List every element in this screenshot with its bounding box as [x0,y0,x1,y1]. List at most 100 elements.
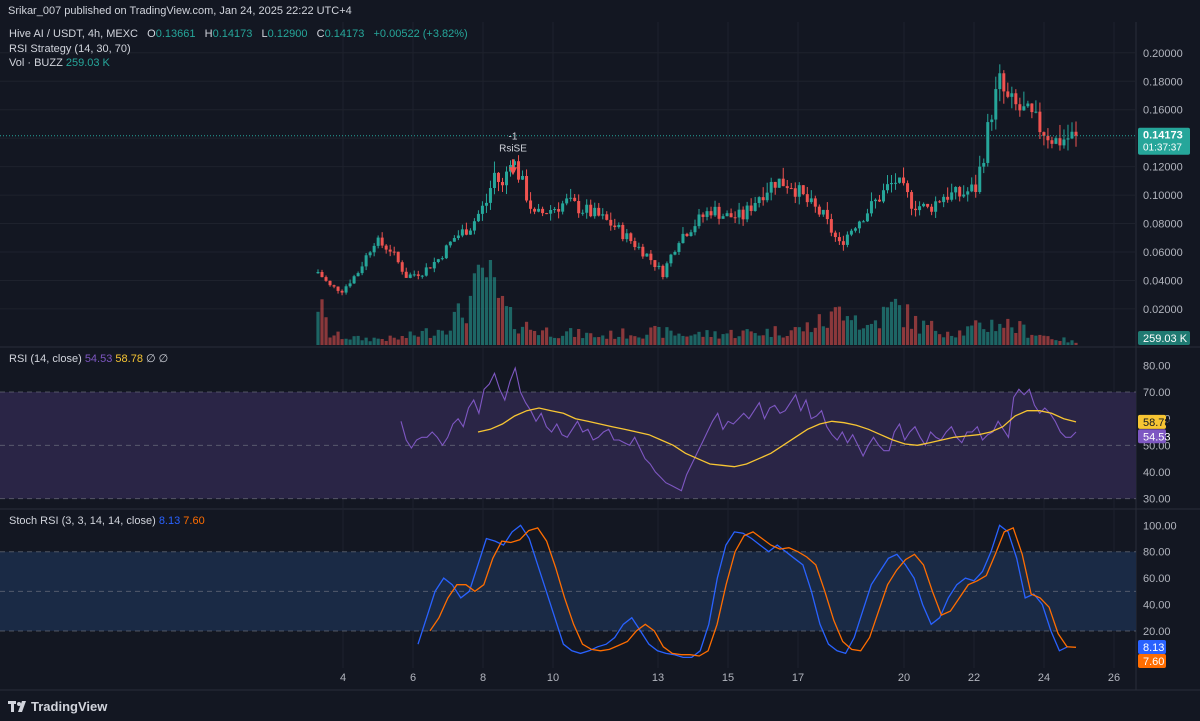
volume-bar [785,336,789,345]
volume-bar [930,320,934,345]
volume-bar [905,304,910,345]
volume-bar [801,331,805,345]
candle-body [910,192,914,209]
volume-bar [942,337,946,345]
volume-legend[interactable]: Vol · BUZZ 259.03 K [9,57,110,69]
candle-body [769,181,773,193]
price-tick-label: 0.08000 [1143,219,1183,231]
candle-body [384,245,388,250]
price-tick-label: 0.02000 [1143,304,1183,316]
stoch-legend[interactable]: Stoch RSI (3, 3, 14, 14, close) 8.13 7.6… [9,515,205,527]
candle-body [950,192,954,200]
volume-bar [865,324,870,345]
candle-body [1030,103,1034,113]
stoch-k-badge [1138,640,1166,654]
volume-bar [1062,337,1066,345]
volume-bar [673,335,677,345]
signal-name: RsiSE [499,143,527,154]
volume-bar [480,267,485,345]
candle-body [545,213,549,215]
symbol-title[interactable]: Hive AI / USDT, 4h, MEXC [9,28,138,40]
price-tick-label: 0.12000 [1143,162,1183,174]
volume-bar [1042,335,1046,345]
volume-bar [645,334,649,345]
time-tick-label: 13 [652,672,664,684]
candle-body [1026,103,1030,107]
stoch-tick-label: 60.00 [1143,573,1171,585]
volume-bar [970,325,974,345]
volume-bar [428,337,432,345]
volume-bar [460,317,464,345]
volume-bar [484,277,489,345]
candle-body [745,205,749,220]
candle-body [557,209,561,212]
volume-bar [344,338,348,345]
candle-body [930,206,934,212]
candle-body [849,230,853,235]
volume-bar [1066,342,1070,345]
volume-bar [540,330,545,345]
volume-bar [765,328,769,345]
volume-bar [504,306,509,345]
candle-body [561,203,565,212]
volume-bar [396,339,400,345]
candle-body [633,241,637,248]
candle-body [1034,111,1038,113]
volume-bar [416,336,420,345]
volume-bar [805,322,809,345]
candle-body [761,197,765,201]
candle-body [713,206,717,216]
candle-body [1046,135,1050,141]
volume-bar [789,330,793,345]
volume-bar [773,326,777,345]
volume-bar [938,334,942,345]
stoch-title: Stoch RSI (3, 3, 14, 14, close) [9,515,156,527]
rsi-tick-label: 40.00 [1143,467,1171,479]
volume-bar [613,338,617,345]
price-tick-label: 0.06000 [1143,247,1183,259]
volume-bar [585,332,589,345]
candle-body [464,229,468,235]
volume-bar [950,335,954,345]
candle-body [990,119,994,123]
low-value: 0.12900 [267,28,308,40]
time-tick-label: 24 [1038,672,1050,684]
volume-bar [946,331,950,345]
brand-logo[interactable]: TradingView [8,699,107,714]
candle-body [681,233,685,244]
rsi-legend[interactable]: RSI (14, close) 54.53 58.78 ∅ ∅ [9,352,168,365]
volume-bar [545,327,549,345]
candle-body [998,73,1002,90]
volume-bar [380,339,384,345]
strategy-legend[interactable]: RSI Strategy (14, 30, 70) [9,43,131,55]
publish-line: Srikar_007 published on TradingView.com,… [8,5,352,17]
candle-body [569,197,573,199]
close-value: 0.14173 [324,28,365,40]
candle-body [809,198,813,203]
volume-bar [749,331,753,345]
candle-body [468,230,472,235]
candle-body [938,201,942,203]
candle-body [685,233,689,237]
candle-body [420,275,424,277]
rsi-line [400,366,1077,492]
volume-bar [589,333,593,345]
candle-body [922,203,926,207]
candle-body [396,251,400,263]
stoch-tick-label: 40.00 [1143,600,1171,612]
volume-bar [958,330,962,345]
candle-body [833,232,837,238]
volume-bar [669,330,673,345]
rsi-ma-line [477,407,1077,468]
candle-body [821,209,825,215]
candle-body [476,213,480,222]
candle-body [737,209,741,218]
volume-bar [869,323,874,345]
candle-body [585,204,589,213]
candle-body [865,213,869,222]
open-value: 0.13661 [155,28,196,40]
volume-bar [793,327,797,345]
volume-bar [737,336,741,345]
